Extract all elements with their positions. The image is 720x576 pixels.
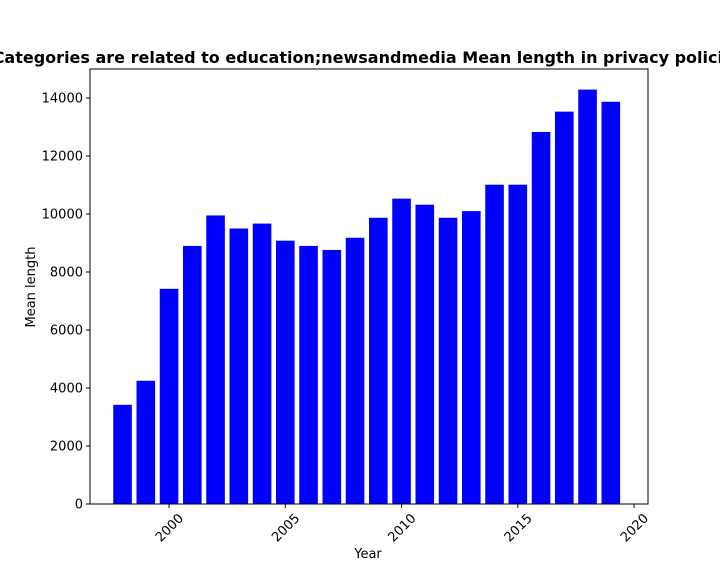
y-tick-label-2000: 2000 (50, 440, 83, 455)
y-axis-label: Mean length (24, 247, 39, 328)
bar-2007 (322, 249, 342, 504)
bar-2000 (159, 288, 179, 504)
y-tick-label-0: 0 (75, 498, 83, 513)
plot-frame (89, 68, 649, 505)
bar-2008 (345, 237, 365, 504)
bar-1999 (136, 380, 156, 504)
bar-2001 (183, 245, 202, 504)
bar-2016 (531, 131, 551, 504)
bar-2011 (415, 204, 435, 504)
chart-title: Categories are related to education;news… (0, 48, 720, 67)
bar-2013 (462, 211, 481, 504)
bar-2009 (369, 217, 388, 504)
bar-2002 (206, 215, 225, 504)
y-tick-label-10000: 10000 (42, 208, 83, 223)
bar-2010 (392, 198, 411, 504)
bar-2019 (601, 101, 621, 505)
x-tick-label-2020: 2020 (618, 511, 652, 545)
bar-2015 (508, 184, 528, 504)
y-tick-label-8000: 8000 (50, 266, 83, 281)
y-tick-label-12000: 12000 (42, 150, 83, 165)
x-tick-label-2005: 2005 (269, 511, 303, 545)
x-tick-label-2000: 2000 (153, 511, 187, 545)
bar-2012 (438, 217, 458, 504)
bar-2014 (485, 184, 504, 504)
y-tick-label-4000: 4000 (50, 382, 83, 397)
bar-2003 (229, 228, 249, 504)
bar-2006 (299, 245, 318, 504)
x-tick-label-2010: 2010 (385, 511, 419, 545)
bar-2017 (555, 111, 574, 504)
y-tick-label-14000: 14000 (42, 92, 83, 107)
bar-2005 (276, 240, 295, 504)
y-tick-label-6000: 6000 (50, 324, 83, 339)
bar-2018 (578, 89, 597, 504)
bar-1998 (113, 404, 132, 504)
bar-2004 (252, 223, 272, 504)
x-tick-label-2015: 2015 (502, 511, 536, 545)
x-axis-label: Year (353, 547, 382, 562)
plot-area: 0 2000 4000 6000 8000 10000 12000 14000 2000 2005… (42, 68, 652, 545)
